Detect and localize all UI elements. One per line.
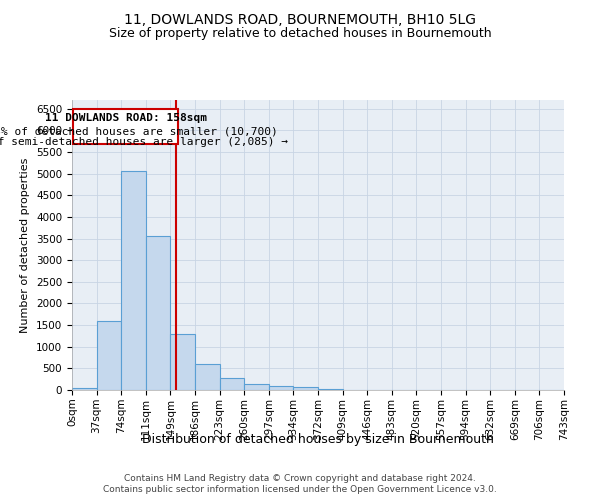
FancyBboxPatch shape	[73, 108, 178, 144]
Bar	[244, 384, 269, 390]
Bar	[146, 236, 170, 390]
Bar	[170, 334, 195, 390]
Text: 11 DOWLANDS ROAD: 158sqm: 11 DOWLANDS ROAD: 158sqm	[44, 113, 206, 123]
Text: Distribution of detached houses by size in Bournemouth: Distribution of detached houses by size …	[142, 432, 494, 446]
Bar	[293, 386, 318, 390]
Y-axis label: Number of detached properties: Number of detached properties	[20, 158, 31, 332]
Bar	[97, 320, 121, 390]
Bar	[121, 172, 146, 390]
Text: Size of property relative to detached houses in Bournemouth: Size of property relative to detached ho…	[109, 28, 491, 40]
Bar	[318, 388, 343, 390]
Bar	[72, 388, 97, 390]
Text: Contains HM Land Registry data © Crown copyright and database right 2024.: Contains HM Land Registry data © Crown c…	[124, 474, 476, 483]
Bar	[220, 378, 244, 390]
Bar	[269, 386, 293, 390]
Text: ← 83% of detached houses are smaller (10,700): ← 83% of detached houses are smaller (10…	[0, 126, 277, 136]
Text: 11, DOWLANDS ROAD, BOURNEMOUTH, BH10 5LG: 11, DOWLANDS ROAD, BOURNEMOUTH, BH10 5LG	[124, 12, 476, 26]
Text: Contains public sector information licensed under the Open Government Licence v3: Contains public sector information licen…	[103, 485, 497, 494]
Text: 16% of semi-detached houses are larger (2,085) →: 16% of semi-detached houses are larger (…	[0, 137, 287, 147]
Bar	[195, 364, 220, 390]
